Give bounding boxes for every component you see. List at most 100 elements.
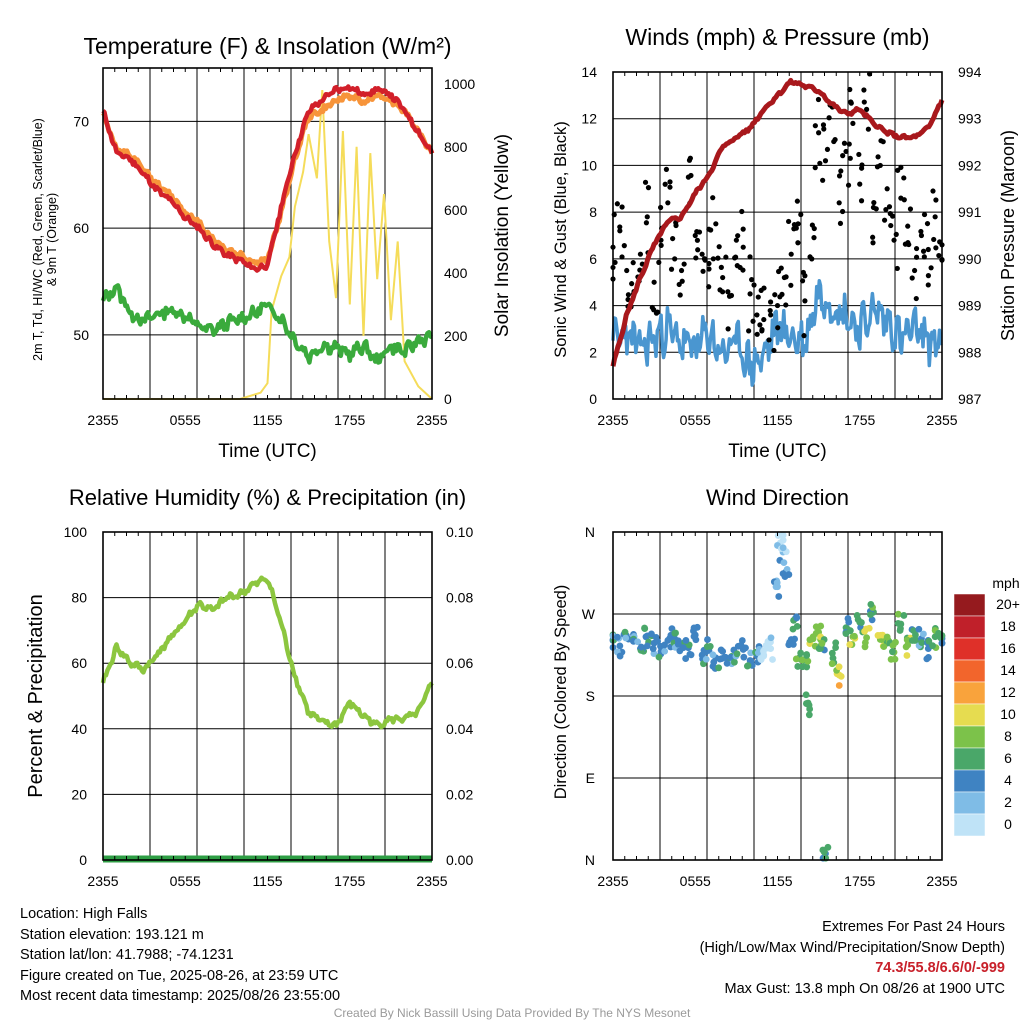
gust-point xyxy=(750,318,756,324)
gust-point xyxy=(921,254,927,260)
direction-point xyxy=(851,632,858,640)
gust-point xyxy=(788,282,794,288)
gust-point xyxy=(687,155,693,161)
gust-point xyxy=(839,208,846,215)
y2-tick-label: 0.06 xyxy=(446,655,473,671)
direction-point xyxy=(737,641,745,649)
gust-point xyxy=(757,322,763,328)
direction-point xyxy=(783,565,791,573)
x-tick-label: 1755 xyxy=(334,873,365,889)
gust-point xyxy=(710,195,716,201)
direction-point xyxy=(803,652,811,659)
legend-label: 18 xyxy=(1000,618,1016,634)
direction-point xyxy=(634,638,642,646)
y2-tick-label: 1000 xyxy=(444,76,475,92)
gust-point xyxy=(802,298,808,304)
y2-tick-label: 0.00 xyxy=(446,852,473,868)
gust-point xyxy=(799,278,806,284)
gust-point xyxy=(771,347,777,354)
gust-point xyxy=(918,228,924,235)
direction-point xyxy=(925,654,932,661)
direction-point xyxy=(802,700,810,707)
direction-point xyxy=(775,593,783,600)
gust-point xyxy=(740,226,746,232)
gust-point xyxy=(937,239,943,245)
direction-point xyxy=(804,657,812,665)
gust-point xyxy=(826,115,832,121)
legend-swatch xyxy=(953,681,986,705)
gust-point xyxy=(891,237,897,243)
gust-point xyxy=(798,211,804,218)
gust-point xyxy=(667,179,673,185)
gust-point xyxy=(728,292,735,299)
direction-point xyxy=(764,644,772,652)
gust-point xyxy=(909,275,915,281)
gust-point xyxy=(795,240,801,246)
y2-tick-label: 600 xyxy=(444,202,468,218)
gust-point xyxy=(811,225,817,232)
gust-point xyxy=(706,284,712,290)
gust-point xyxy=(846,141,852,147)
gust-point xyxy=(930,188,936,194)
gust-point xyxy=(755,294,761,300)
direction-point xyxy=(889,642,897,649)
direction-point xyxy=(803,663,811,671)
direction-point xyxy=(723,659,731,667)
gust-point xyxy=(840,153,846,159)
direction-point xyxy=(767,634,775,642)
x-tick-label: 1155 xyxy=(762,873,792,889)
direction-point xyxy=(780,559,788,567)
y-axis-label: 2m T, Td, HI/WC (Red, Green, Scarlet/Blu… xyxy=(0,0,28,1)
y-tick-label: 80 xyxy=(71,590,87,606)
gust-point xyxy=(918,232,925,239)
direction-point xyxy=(690,624,698,632)
gust-point xyxy=(681,261,687,267)
gust-point xyxy=(812,123,818,129)
gust-point xyxy=(678,267,685,274)
gust-point xyxy=(701,256,708,262)
gust-point xyxy=(925,273,932,279)
gust-point xyxy=(665,200,671,206)
direction-point xyxy=(794,663,802,670)
direction-point xyxy=(817,622,825,630)
gust-point xyxy=(816,130,822,136)
gust-point xyxy=(832,137,838,143)
chart-title: Temperature (F) & Insolation (W/m²) xyxy=(83,33,451,59)
gust-point xyxy=(740,244,746,250)
direction-point xyxy=(710,658,718,666)
gust-point xyxy=(754,312,760,318)
direction-point xyxy=(704,636,711,643)
direction-point xyxy=(733,650,741,658)
direction-point xyxy=(709,651,717,659)
y2-tick-label: 988 xyxy=(958,344,982,360)
gust-point xyxy=(642,179,649,185)
legend-swatch xyxy=(953,813,986,837)
gust-point xyxy=(706,266,712,272)
direction-point xyxy=(862,625,870,633)
y-tick-label: 0 xyxy=(589,391,597,407)
series-line-sonic-wind xyxy=(611,278,943,387)
station-latlon: Station lat/lon: 41.7988; -74.1231 xyxy=(20,947,234,963)
legend-label: 4 xyxy=(1004,772,1012,788)
legend-swatch xyxy=(953,615,986,639)
direction-point xyxy=(929,642,936,650)
direction-point xyxy=(835,682,843,689)
gust-point xyxy=(767,307,773,314)
direction-point xyxy=(920,630,927,638)
y-tick-label: 70 xyxy=(73,113,89,129)
gust-point xyxy=(925,282,931,288)
gust-point xyxy=(880,139,886,145)
direction-point xyxy=(846,641,854,648)
gust-point xyxy=(751,282,757,288)
direction-point xyxy=(915,625,923,633)
legend-label: 6 xyxy=(1004,750,1012,766)
chart-title: Winds (mph) & Pressure (mb) xyxy=(625,24,929,50)
x-tick-label: 2355 xyxy=(926,873,957,889)
gust-point xyxy=(761,285,767,291)
direction-point xyxy=(690,633,698,640)
y2-tick-label: 400 xyxy=(444,265,468,281)
x-tick-label: 2355 xyxy=(926,412,957,428)
legend-label: 0 xyxy=(1004,816,1012,832)
gust-point xyxy=(905,223,911,229)
direction-point xyxy=(779,544,787,552)
